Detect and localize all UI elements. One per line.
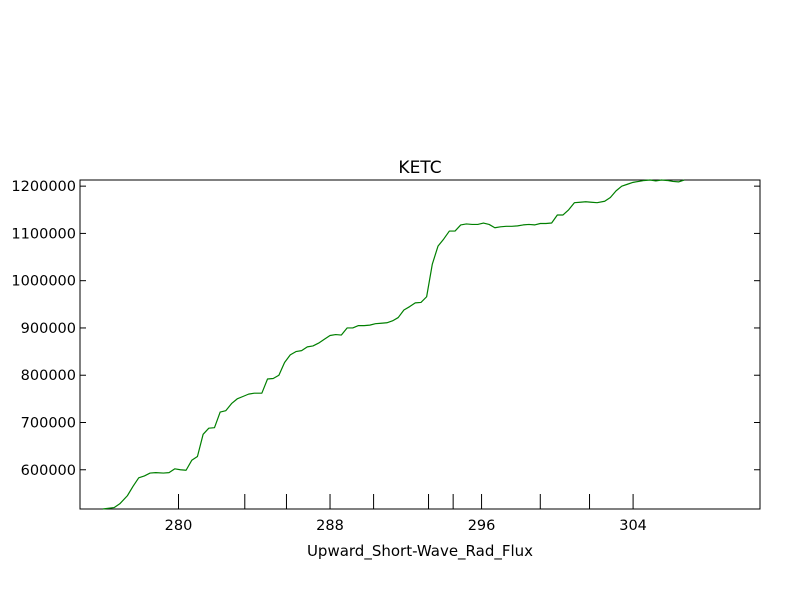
x-tick-label: 296 xyxy=(468,518,496,534)
chart-title: KETC xyxy=(398,158,441,178)
y-tick-label: 900000 xyxy=(21,321,76,337)
y-tick-label: 700000 xyxy=(21,415,76,431)
y-tick-label: 800000 xyxy=(21,368,76,384)
x-tick-label: 288 xyxy=(316,518,344,534)
x-tick-label: 280 xyxy=(165,518,193,534)
series-layer xyxy=(102,179,685,510)
series-line xyxy=(102,179,685,510)
y-tick-label: 600000 xyxy=(21,463,76,479)
x-axis-title: Upward_Short-Wave_Rad_Flux xyxy=(307,542,533,561)
y-tick-label: 1200000 xyxy=(11,179,76,195)
y-axis: 600000 700000 800000 900000 1000000 1100000 12… xyxy=(11,179,760,479)
y-tick-label: 1100000 xyxy=(11,226,76,242)
x-axis: 280 288 296 304 xyxy=(165,494,647,534)
y-tick-label: 1000000 xyxy=(11,274,76,290)
plot-area-frame xyxy=(79,179,761,510)
x-tick-label: 304 xyxy=(619,518,647,534)
